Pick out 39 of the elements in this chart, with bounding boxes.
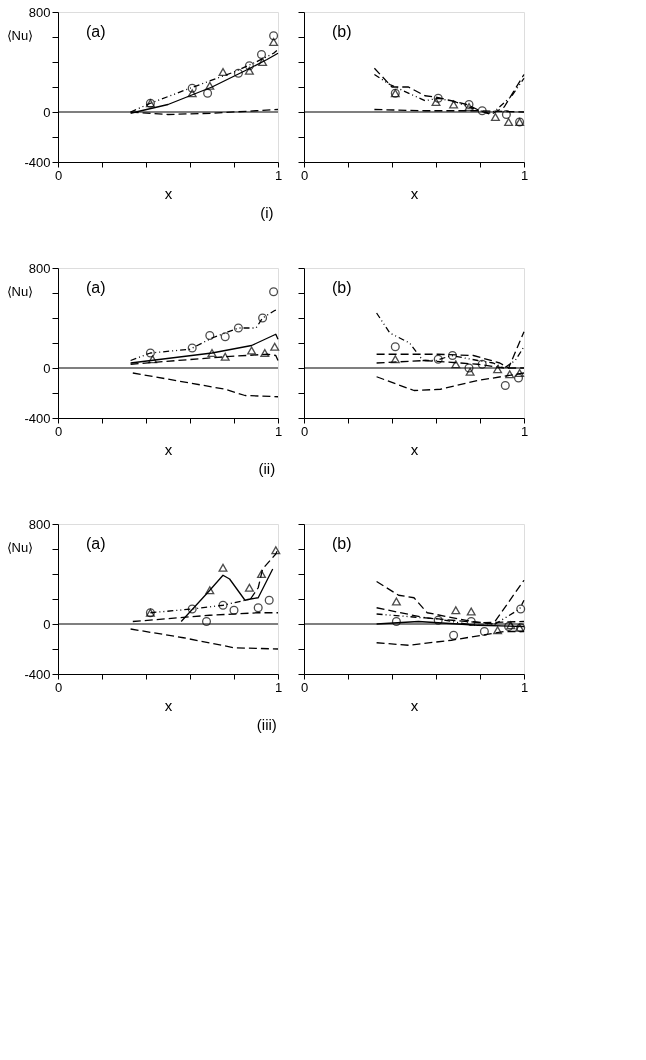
y-tick-label: 0 xyxy=(43,360,51,376)
text: (ii) xyxy=(258,459,276,477)
x-tick-label: 0 xyxy=(300,423,309,439)
x-tick-label: 0 xyxy=(300,679,309,695)
x-tick-label: 0 xyxy=(54,167,63,183)
y-tick-label: -400 xyxy=(24,666,51,682)
x-tick-label: 1 xyxy=(520,423,529,439)
annotation: (a) xyxy=(86,279,106,296)
annotation: (a) xyxy=(86,23,106,40)
y-axis-title: ⟨Nu⟩ xyxy=(6,27,34,43)
x-axis-title: x xyxy=(164,184,173,202)
x-tick-label: 1 xyxy=(520,679,529,695)
text: (iii) xyxy=(256,715,277,733)
y-tick-label: 800 xyxy=(28,4,51,20)
x-axis-title: x xyxy=(410,696,419,714)
x-tick-label: 1 xyxy=(520,167,529,183)
x-tick-label: 0 xyxy=(54,423,63,439)
text: (i) xyxy=(260,203,274,221)
y-tick-label: 0 xyxy=(43,104,51,120)
x-axis-title: x xyxy=(164,440,173,458)
x-tick-label: 1 xyxy=(274,679,283,695)
y-tick-label: -400 xyxy=(24,410,51,426)
y-tick-label: 0 xyxy=(43,616,51,632)
x-axis-title: x xyxy=(410,440,419,458)
y-tick-label: 800 xyxy=(28,260,51,276)
annotation: (b) xyxy=(332,279,352,296)
x-tick-label: 1 xyxy=(274,167,283,183)
x-axis-title: x xyxy=(164,696,173,714)
x-tick-label: 0 xyxy=(54,679,63,695)
annotation: (a) xyxy=(86,535,106,552)
annotation: (b) xyxy=(332,535,352,552)
x-tick-label: 1 xyxy=(274,423,283,439)
x-axis-title: x xyxy=(410,184,419,202)
x-tick-label: 0 xyxy=(300,167,309,183)
y-tick-label: 800 xyxy=(28,516,51,532)
annotation: (b) xyxy=(332,23,352,40)
y-axis-title: ⟨Nu⟩ xyxy=(6,539,34,555)
y-tick-label: -400 xyxy=(24,154,51,170)
y-axis-title: ⟨Nu⟩ xyxy=(6,283,34,299)
